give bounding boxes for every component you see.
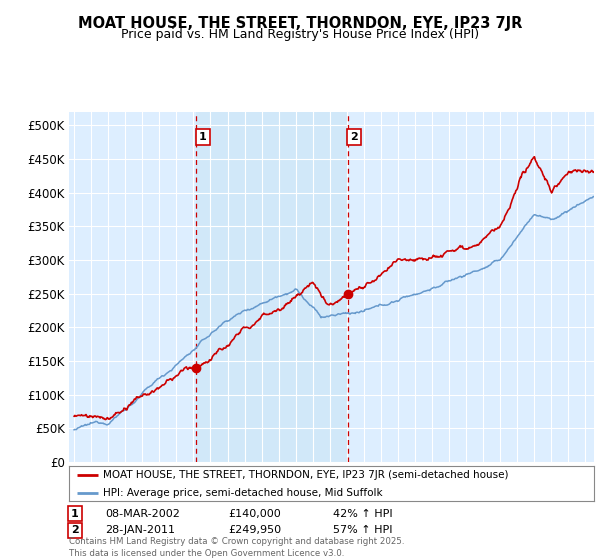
Text: 2: 2 <box>71 525 79 535</box>
Text: 1: 1 <box>71 508 79 519</box>
Text: 08-MAR-2002: 08-MAR-2002 <box>105 508 180 519</box>
Bar <box>196 112 348 462</box>
Text: 2: 2 <box>350 132 358 142</box>
Text: 1: 1 <box>199 132 207 142</box>
Text: 28-JAN-2011: 28-JAN-2011 <box>105 525 175 535</box>
Text: Contains HM Land Registry data © Crown copyright and database right 2025.
This d: Contains HM Land Registry data © Crown c… <box>69 537 404 558</box>
Text: Price paid vs. HM Land Registry's House Price Index (HPI): Price paid vs. HM Land Registry's House … <box>121 28 479 41</box>
Text: MOAT HOUSE, THE STREET, THORNDON, EYE, IP23 7JR (semi-detached house): MOAT HOUSE, THE STREET, THORNDON, EYE, I… <box>103 470 509 480</box>
Text: £140,000: £140,000 <box>228 508 281 519</box>
Text: 57% ↑ HPI: 57% ↑ HPI <box>333 525 392 535</box>
Text: MOAT HOUSE, THE STREET, THORNDON, EYE, IP23 7JR: MOAT HOUSE, THE STREET, THORNDON, EYE, I… <box>78 16 522 31</box>
Text: £249,950: £249,950 <box>228 525 281 535</box>
Text: HPI: Average price, semi-detached house, Mid Suffolk: HPI: Average price, semi-detached house,… <box>103 488 383 497</box>
Text: 42% ↑ HPI: 42% ↑ HPI <box>333 508 392 519</box>
